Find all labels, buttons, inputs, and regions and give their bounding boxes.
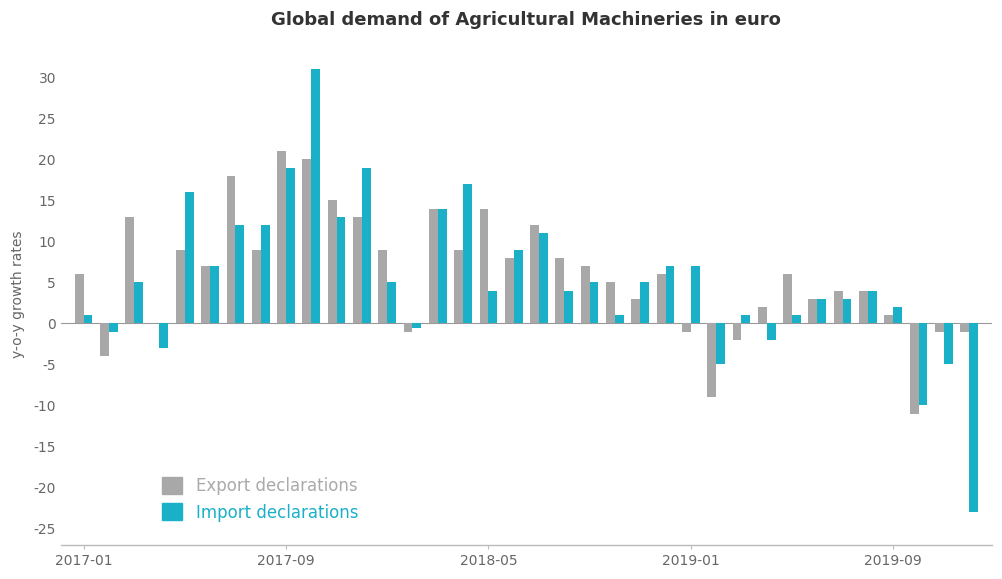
Bar (833, 291, 842, 324)
Bar (530, 225, 538, 324)
Bar (706, 324, 715, 397)
Bar (792, 315, 800, 324)
Bar (589, 283, 598, 324)
Bar (252, 250, 261, 324)
Bar (100, 324, 109, 356)
Bar (731, 324, 740, 340)
Bar (605, 283, 614, 324)
Bar (184, 192, 193, 324)
Bar (226, 176, 235, 324)
Bar (209, 266, 218, 324)
Bar (353, 217, 362, 324)
Bar (614, 315, 623, 324)
Bar (362, 167, 371, 324)
Bar (488, 291, 497, 324)
Legend: Export declarations, Import declarations: Export declarations, Import declarations (162, 477, 358, 522)
Bar (303, 159, 311, 324)
Bar (564, 291, 572, 324)
Bar (783, 274, 792, 324)
Bar (884, 315, 893, 324)
Bar (513, 250, 522, 324)
Bar (715, 324, 724, 364)
Bar (378, 250, 387, 324)
Bar (504, 258, 513, 324)
Bar (681, 324, 690, 332)
Bar (867, 291, 876, 324)
Bar (337, 217, 345, 324)
Bar (968, 324, 977, 512)
Bar (555, 258, 564, 324)
Bar (454, 250, 463, 324)
Bar (766, 324, 775, 340)
Bar (639, 283, 648, 324)
Bar (656, 274, 665, 324)
Bar (175, 250, 184, 324)
Bar (538, 233, 547, 324)
Bar (403, 324, 412, 332)
Bar (479, 208, 488, 324)
Bar (630, 299, 639, 324)
Bar (959, 324, 968, 332)
Bar (740, 315, 749, 324)
Bar (934, 324, 943, 332)
Bar (580, 266, 589, 324)
Bar (893, 307, 901, 324)
Bar (159, 324, 168, 348)
Bar (261, 225, 270, 324)
Bar (109, 324, 117, 332)
Y-axis label: y-o-y growth rates: y-o-y growth rates (11, 231, 25, 358)
Bar (125, 217, 134, 324)
Bar (437, 208, 446, 324)
Bar (277, 151, 286, 324)
Bar (387, 283, 396, 324)
Bar (328, 200, 337, 324)
Bar (842, 299, 851, 324)
Bar (134, 283, 143, 324)
Bar (758, 307, 766, 324)
Bar (311, 69, 320, 324)
Bar (918, 324, 927, 405)
Bar (74, 274, 83, 324)
Bar (235, 225, 244, 324)
Bar (943, 324, 952, 364)
Bar (83, 315, 92, 324)
Bar (463, 184, 472, 324)
Bar (858, 291, 867, 324)
Title: Global demand of Agricultural Machineries in euro: Global demand of Agricultural Machinerie… (272, 11, 781, 29)
Bar (817, 299, 826, 324)
Bar (429, 208, 437, 324)
Bar (909, 324, 918, 413)
Bar (412, 324, 421, 328)
Bar (808, 299, 817, 324)
Bar (665, 266, 673, 324)
Bar (690, 266, 699, 324)
Bar (286, 167, 295, 324)
Bar (201, 266, 209, 324)
